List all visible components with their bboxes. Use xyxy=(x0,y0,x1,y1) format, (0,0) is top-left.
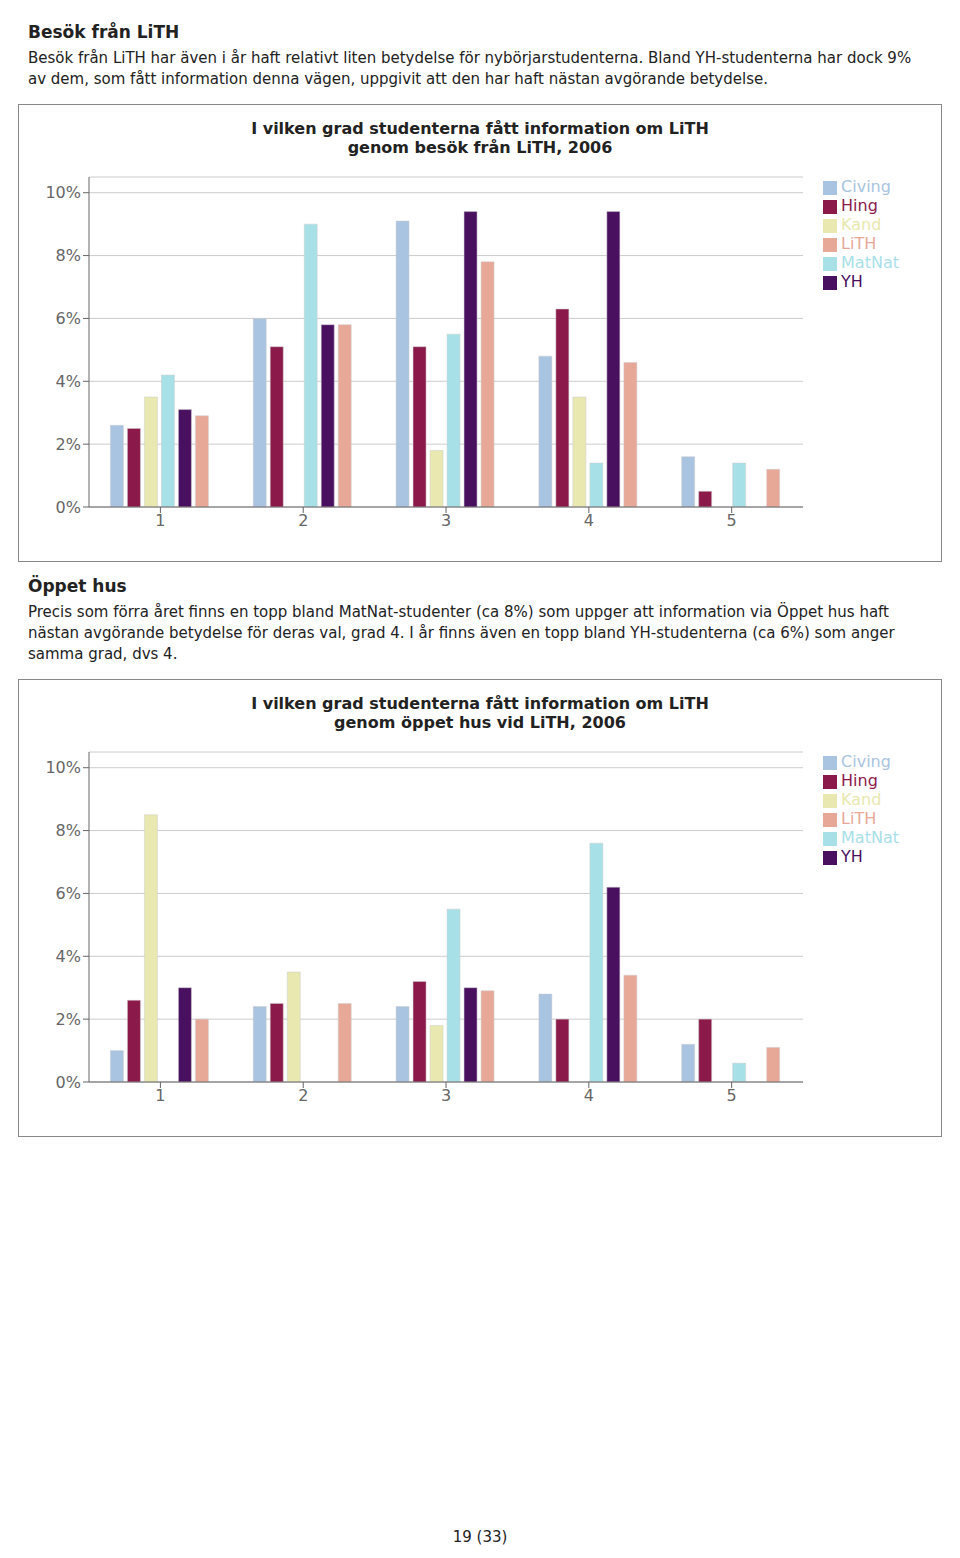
svg-text:2: 2 xyxy=(298,1086,308,1105)
html-text:LiTH: LiTH xyxy=(841,809,877,828)
html-text:MatNat: MatNat xyxy=(841,253,899,272)
html-text:MatNat: MatNat xyxy=(841,828,899,847)
svg-text:4%: 4% xyxy=(56,947,81,966)
svg-text:3: 3 xyxy=(441,511,451,530)
html-text:Besök från LiTH: Besök från LiTH xyxy=(28,22,180,42)
svg-text:2: 2 xyxy=(298,511,308,530)
html-text:YH: YH xyxy=(841,847,863,866)
svg-text:0%: 0% xyxy=(56,1073,81,1092)
svg-text:5: 5 xyxy=(727,1086,737,1105)
html-text:YH: YH xyxy=(841,272,863,291)
html-text:Besök från LiTH har även i år: Besök från LiTH har även i år haft relat… xyxy=(28,49,912,88)
svg-text:6%: 6% xyxy=(56,309,81,328)
svg-text:2%: 2% xyxy=(56,1010,81,1029)
html-text:Öppet hus: Öppet hus xyxy=(28,576,127,596)
html-text:Hing: Hing xyxy=(841,771,878,790)
svg-text:1: 1 xyxy=(155,1086,165,1105)
html-text:LiTH: LiTH xyxy=(841,234,877,253)
svg-text:4%: 4% xyxy=(56,372,81,391)
html-text:I vilken grad studenterna fått: I vilken grad studenterna fått informati… xyxy=(251,694,709,732)
svg-text:0%: 0% xyxy=(56,498,81,517)
html-text:I vilken grad studenterna fått: I vilken grad studenterna fått informati… xyxy=(251,119,709,157)
svg-text:5: 5 xyxy=(727,511,737,530)
svg-text:6%: 6% xyxy=(56,884,81,903)
svg-text:8%: 8% xyxy=(56,821,81,840)
html-text:Kand: Kand xyxy=(841,215,882,234)
svg-text:2%: 2% xyxy=(56,435,81,454)
html-text:Civing: Civing xyxy=(841,177,891,196)
html-text:19 (33): 19 (33) xyxy=(452,1528,508,1546)
svg-text:4: 4 xyxy=(584,1086,594,1105)
html-text:Kand: Kand xyxy=(841,790,882,809)
svg-text:1: 1 xyxy=(155,511,165,530)
svg-text:10%: 10% xyxy=(45,183,81,202)
svg-text:3: 3 xyxy=(441,1086,451,1105)
html-text:Hing: Hing xyxy=(841,196,878,215)
svg-text:4: 4 xyxy=(584,511,594,530)
html-text:Civing: Civing xyxy=(841,752,891,771)
html-text:Precis som förra året finns en: Precis som förra året finns en topp blan… xyxy=(28,603,895,663)
svg-text:10%: 10% xyxy=(45,758,81,777)
svg-text:8%: 8% xyxy=(56,246,81,265)
